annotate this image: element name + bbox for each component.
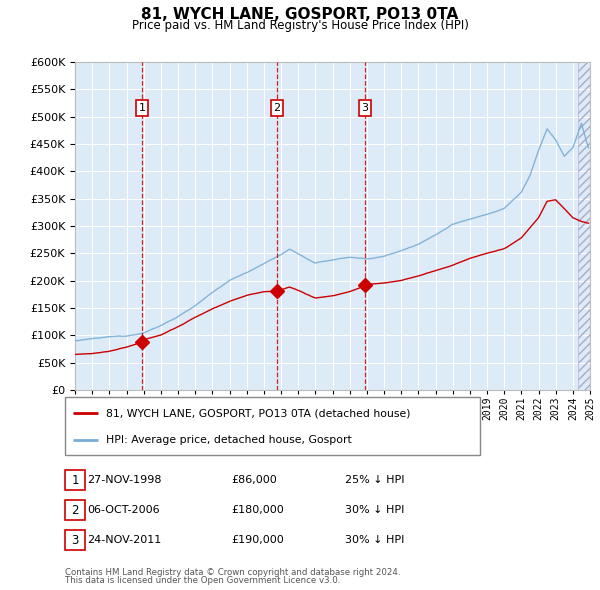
- Text: 81, WYCH LANE, GOSPORT, PO13 0TA (detached house): 81, WYCH LANE, GOSPORT, PO13 0TA (detach…: [107, 408, 411, 418]
- Text: £180,000: £180,000: [231, 505, 284, 515]
- Text: 2: 2: [71, 503, 79, 516]
- Text: £190,000: £190,000: [231, 535, 284, 545]
- Text: 06-OCT-2006: 06-OCT-2006: [87, 505, 160, 515]
- Text: Price paid vs. HM Land Registry's House Price Index (HPI): Price paid vs. HM Land Registry's House …: [131, 19, 469, 32]
- Text: This data is licensed under the Open Government Licence v3.0.: This data is licensed under the Open Gov…: [65, 576, 340, 585]
- FancyBboxPatch shape: [65, 500, 85, 520]
- Text: £86,000: £86,000: [231, 475, 277, 485]
- FancyBboxPatch shape: [65, 397, 480, 455]
- Text: 1: 1: [139, 103, 145, 113]
- Text: 25% ↓ HPI: 25% ↓ HPI: [345, 475, 404, 485]
- Text: 1: 1: [71, 474, 79, 487]
- Text: 30% ↓ HPI: 30% ↓ HPI: [345, 505, 404, 515]
- Text: 81, WYCH LANE, GOSPORT, PO13 0TA: 81, WYCH LANE, GOSPORT, PO13 0TA: [142, 7, 458, 22]
- Text: Contains HM Land Registry data © Crown copyright and database right 2024.: Contains HM Land Registry data © Crown c…: [65, 568, 400, 577]
- Text: HPI: Average price, detached house, Gosport: HPI: Average price, detached house, Gosp…: [107, 435, 352, 445]
- Text: 24-NOV-2011: 24-NOV-2011: [87, 535, 161, 545]
- FancyBboxPatch shape: [65, 530, 85, 550]
- Text: 2: 2: [274, 103, 281, 113]
- FancyBboxPatch shape: [65, 470, 85, 490]
- Text: 3: 3: [362, 103, 368, 113]
- Text: 27-NOV-1998: 27-NOV-1998: [87, 475, 161, 485]
- Text: 3: 3: [71, 533, 79, 546]
- Text: 30% ↓ HPI: 30% ↓ HPI: [345, 535, 404, 545]
